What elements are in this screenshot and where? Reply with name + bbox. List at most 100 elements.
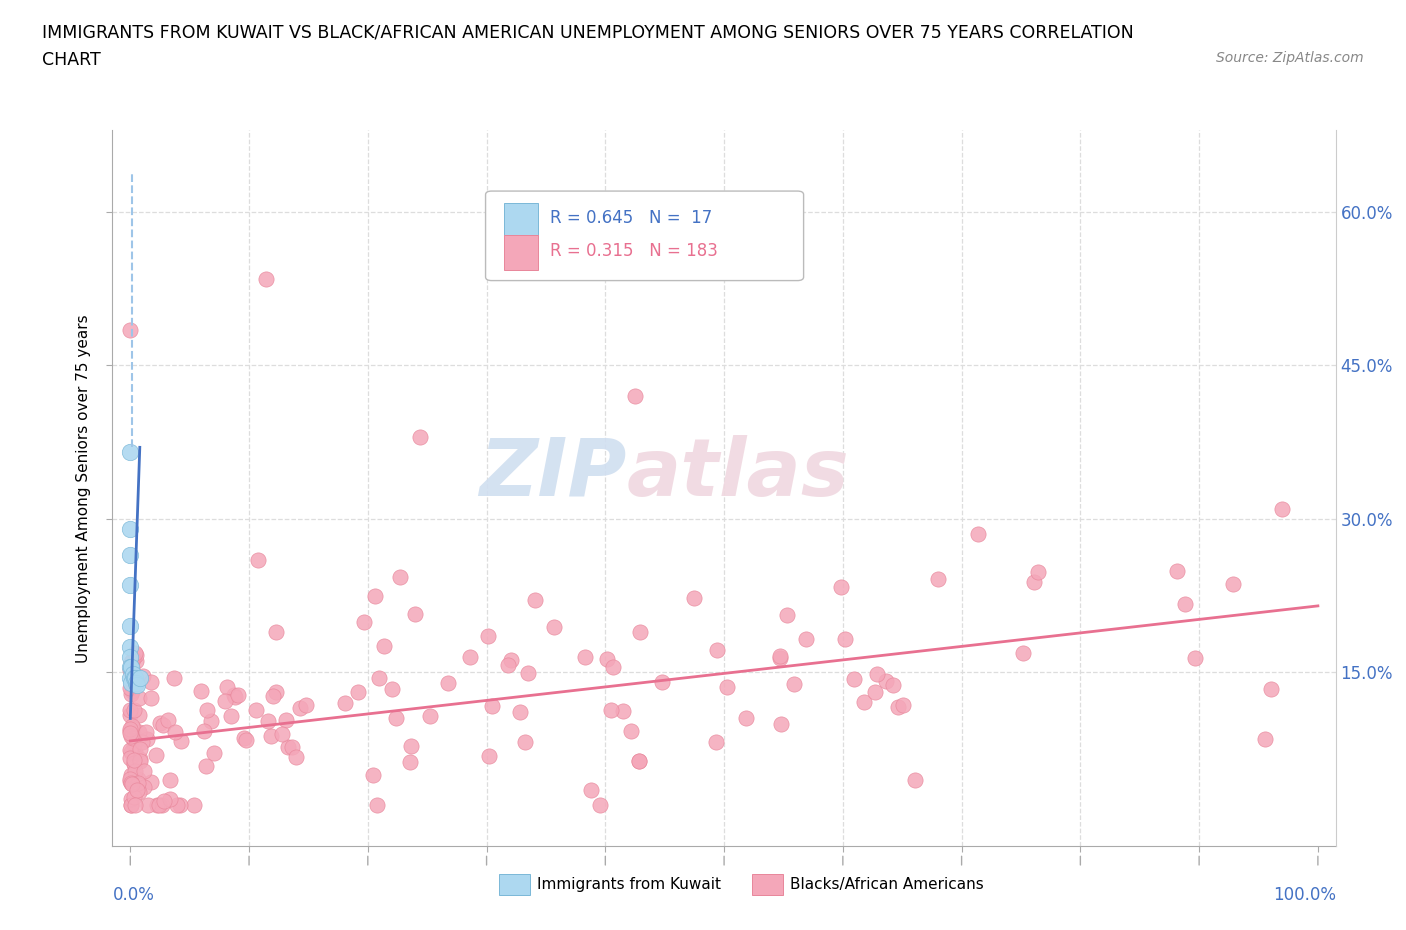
Point <box>704 735 727 750</box>
Point <box>260 729 283 744</box>
Point <box>581 782 603 797</box>
Point <box>124 745 146 760</box>
Point <box>122 731 145 746</box>
Point <box>794 631 817 646</box>
Text: 100.0%: 100.0% <box>1272 885 1336 904</box>
Bar <box>503 235 538 270</box>
Point <box>120 687 142 702</box>
Point <box>120 578 142 593</box>
Point <box>276 712 298 727</box>
Point <box>152 717 174 732</box>
Point <box>120 728 142 743</box>
Point <box>149 716 172 731</box>
Point <box>120 771 142 786</box>
Point <box>120 445 142 460</box>
Point <box>262 688 284 703</box>
Point <box>875 673 897 688</box>
Point <box>620 724 643 738</box>
Point <box>361 767 384 782</box>
Point <box>122 748 145 763</box>
Point <box>887 699 910 714</box>
FancyBboxPatch shape <box>485 191 804 281</box>
Point <box>159 773 181 788</box>
Point <box>1166 564 1188 578</box>
Text: 0.0%: 0.0% <box>112 885 155 904</box>
Point <box>399 754 422 769</box>
Point <box>1260 682 1282 697</box>
Point <box>135 725 157 740</box>
Point <box>132 764 155 778</box>
Point <box>1011 645 1033 660</box>
Point <box>285 750 308 764</box>
Point <box>221 709 243 724</box>
Point <box>124 645 146 660</box>
Point <box>335 696 357 711</box>
Point <box>120 742 142 757</box>
Point <box>501 653 523 668</box>
Point <box>1174 597 1197 612</box>
Point <box>120 725 142 740</box>
Point <box>967 527 990 542</box>
Point <box>135 732 157 747</box>
Point <box>202 745 225 760</box>
Point <box>124 671 146 685</box>
Point <box>281 739 304 754</box>
Point <box>124 764 146 778</box>
Point <box>1253 732 1275 747</box>
Point <box>120 722 142 737</box>
Point <box>128 724 150 739</box>
Point <box>122 671 145 685</box>
Point <box>120 681 142 696</box>
Point <box>1022 575 1045 590</box>
Point <box>127 771 149 786</box>
Point <box>148 798 170 813</box>
Point <box>122 703 145 718</box>
Point <box>271 726 294 741</box>
Point <box>139 691 162 706</box>
Point <box>600 703 623 718</box>
Point <box>842 671 865 686</box>
Point <box>257 713 280 728</box>
Point <box>120 792 142 807</box>
Point <box>120 640 142 655</box>
Point <box>478 748 501 763</box>
Point <box>254 272 277 286</box>
Point <box>121 660 143 675</box>
Text: R = 0.645   N =  17: R = 0.645 N = 17 <box>550 208 713 227</box>
Point <box>628 624 651 639</box>
Text: ZIP: ZIP <box>479 435 626 513</box>
Point <box>162 671 184 685</box>
Point <box>830 579 852 594</box>
Point <box>295 698 318 712</box>
Point <box>481 698 503 713</box>
Point <box>364 589 387 604</box>
Point <box>224 690 246 705</box>
Point <box>120 655 142 670</box>
Point <box>628 753 651 768</box>
Point <box>170 733 193 748</box>
Point <box>121 667 143 682</box>
Point <box>120 776 142 790</box>
Point <box>368 671 391 685</box>
Point <box>121 675 143 690</box>
Point <box>596 652 619 667</box>
Point <box>163 724 186 739</box>
Point <box>128 690 150 705</box>
Point <box>517 665 540 680</box>
Point <box>146 798 169 813</box>
Point <box>122 652 145 667</box>
Point <box>624 389 647 404</box>
Point <box>419 709 441 724</box>
Point <box>141 775 163 790</box>
Point <box>120 619 142 634</box>
Point <box>409 430 432 445</box>
Point <box>683 591 706 605</box>
Point <box>120 708 142 723</box>
Point <box>122 737 145 752</box>
Point <box>128 708 150 723</box>
Point <box>882 677 904 692</box>
Point <box>120 522 142 537</box>
Point <box>127 677 149 692</box>
Point <box>190 684 212 698</box>
Point <box>264 625 287 640</box>
